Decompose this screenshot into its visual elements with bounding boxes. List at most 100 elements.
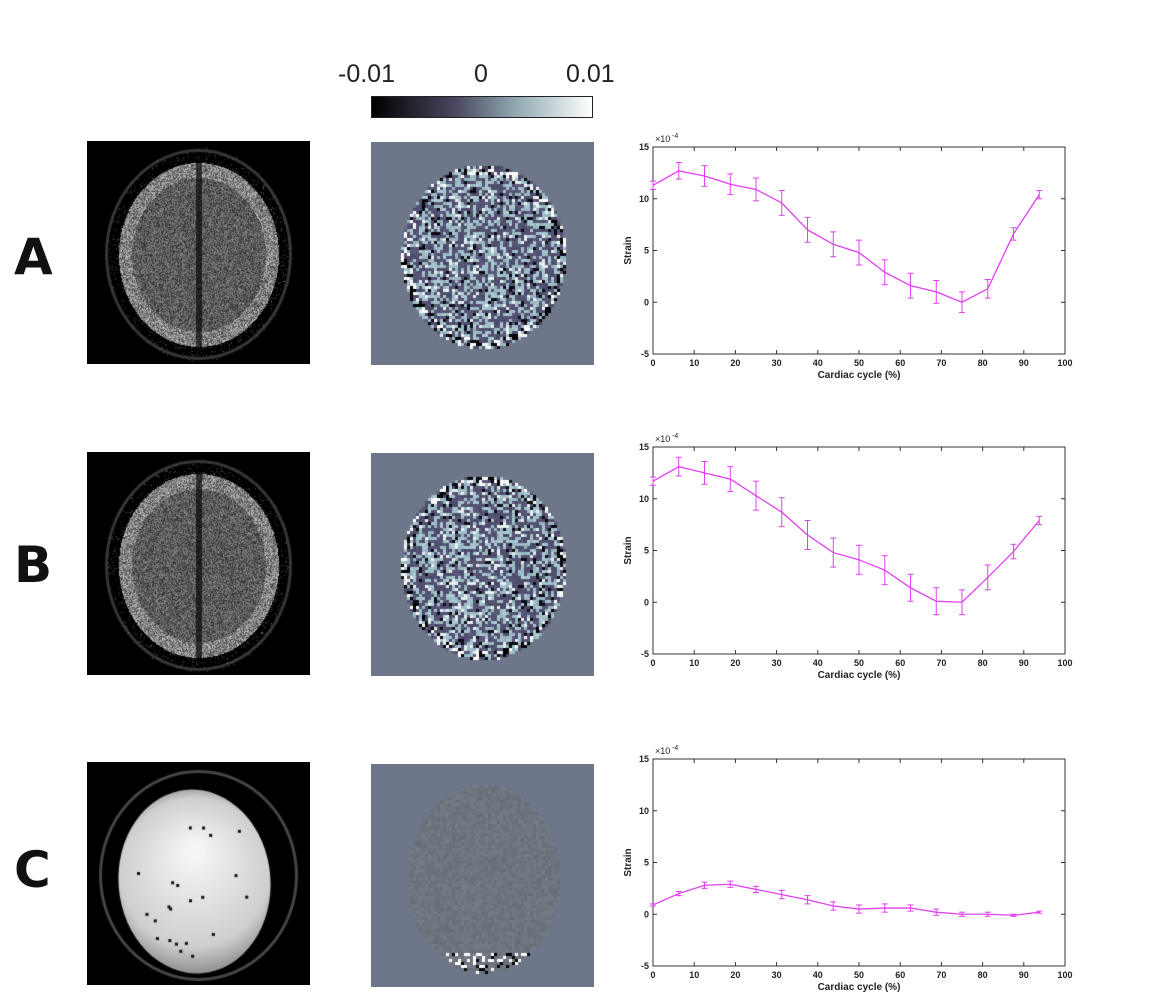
x-tick-label: 40 xyxy=(813,658,823,668)
y-tick-label: 10 xyxy=(639,194,649,204)
row-label-c: C xyxy=(14,841,51,899)
y-tick-label: -5 xyxy=(641,649,649,659)
error-bar xyxy=(778,889,785,900)
error-bar xyxy=(804,519,811,550)
error-bar xyxy=(959,911,965,917)
x-tick-label: 80 xyxy=(978,970,988,980)
x-axis-label: Cardiac cycle (%) xyxy=(818,370,901,381)
row-label-b: B xyxy=(14,536,53,594)
series-line xyxy=(652,465,1040,603)
axis-exponent-power: -4 xyxy=(672,133,678,140)
error-bar xyxy=(959,291,965,314)
y-tick-label: 15 xyxy=(639,142,649,152)
x-tick-label: 0 xyxy=(650,658,655,668)
error-bar xyxy=(1036,515,1043,526)
x-tick-label: 50 xyxy=(854,358,864,368)
x-tick-label: 20 xyxy=(730,970,740,980)
y-tick-label: -5 xyxy=(641,349,649,359)
y-axis-label: Strain xyxy=(623,236,634,264)
y-tick-label: -5 xyxy=(641,961,649,971)
colorbar-gradient xyxy=(371,96,593,118)
strain-map-c xyxy=(371,764,594,987)
x-tick-label: 100 xyxy=(1057,970,1072,980)
error-bar xyxy=(856,904,862,914)
error-bar xyxy=(701,460,708,485)
strain-map-b xyxy=(371,453,594,676)
y-axis-label: Strain xyxy=(623,848,634,876)
error-bar xyxy=(753,480,759,511)
strain-map-a xyxy=(371,142,594,365)
x-tick-label: 0 xyxy=(650,970,655,980)
x-tick-label: 40 xyxy=(813,358,823,368)
y-tick-label: 5 xyxy=(644,546,649,556)
error-bar xyxy=(1036,910,1043,914)
error-bar xyxy=(753,885,759,894)
error-bar xyxy=(984,911,991,917)
x-tick-label: 70 xyxy=(936,658,946,668)
row-label-a: A xyxy=(14,228,53,286)
x-tick-label: 40 xyxy=(813,970,823,980)
y-tick-label: 15 xyxy=(639,754,649,764)
error-bar xyxy=(933,280,940,304)
x-tick-label: 10 xyxy=(689,658,699,668)
error-bar xyxy=(650,180,656,190)
x-tick-label: 50 xyxy=(854,658,864,668)
error-bar xyxy=(907,272,914,299)
error-bar xyxy=(881,555,888,586)
x-tick-label: 80 xyxy=(978,658,988,668)
colorbar-tick-min: -0.01 xyxy=(338,60,395,88)
error-bar xyxy=(959,589,965,616)
error-bar xyxy=(650,476,656,486)
x-axis-label: Cardiac cycle (%) xyxy=(818,670,901,681)
error-bar xyxy=(804,216,811,243)
y-tick-label: 15 xyxy=(639,442,649,452)
colorbar-tick-max: 0.01 xyxy=(566,60,615,88)
error-bar xyxy=(804,895,811,905)
error-bar xyxy=(984,278,991,299)
error-bar xyxy=(650,903,656,907)
error-bar xyxy=(856,239,862,266)
error-bar xyxy=(933,587,940,616)
error-bar xyxy=(701,881,708,889)
axis-exponent: ×10 xyxy=(655,434,670,444)
error-bar xyxy=(881,259,888,286)
error-bar xyxy=(830,537,837,568)
error-bar xyxy=(727,880,734,888)
x-tick-label: 30 xyxy=(772,658,782,668)
x-tick-label: 90 xyxy=(1019,358,1029,368)
error-bar xyxy=(778,189,785,216)
x-tick-label: 50 xyxy=(854,970,864,980)
error-bar xyxy=(753,177,759,202)
error-bar xyxy=(727,466,734,493)
error-bar xyxy=(675,456,682,477)
x-tick-label: 0 xyxy=(650,358,655,368)
y-tick-label: 5 xyxy=(644,858,649,868)
x-tick-label: 60 xyxy=(895,658,905,668)
x-tick-label: 70 xyxy=(936,358,946,368)
axis-exponent-power: -4 xyxy=(672,433,678,440)
mr-image-a xyxy=(87,141,310,364)
error-bar xyxy=(856,544,862,575)
mr-image-c xyxy=(87,762,310,985)
x-axis-label: Cardiac cycle (%) xyxy=(818,982,901,993)
error-bar xyxy=(830,231,837,258)
y-tick-label: 0 xyxy=(644,597,649,607)
series-line xyxy=(652,170,1040,303)
error-bar xyxy=(778,497,785,528)
plot-frame xyxy=(652,758,1066,967)
y-axis-label: Strain xyxy=(623,536,634,564)
x-tick-label: 100 xyxy=(1057,658,1072,668)
x-tick-label: 60 xyxy=(895,970,905,980)
y-tick-label: 10 xyxy=(639,494,649,504)
error-bar xyxy=(701,165,708,187)
x-tick-label: 100 xyxy=(1057,358,1072,368)
error-bar xyxy=(1010,227,1017,241)
error-bar xyxy=(881,903,888,913)
x-tick-label: 20 xyxy=(730,658,740,668)
error-bar xyxy=(1010,543,1017,560)
error-bar xyxy=(907,573,914,602)
y-tick-label: 10 xyxy=(639,806,649,816)
